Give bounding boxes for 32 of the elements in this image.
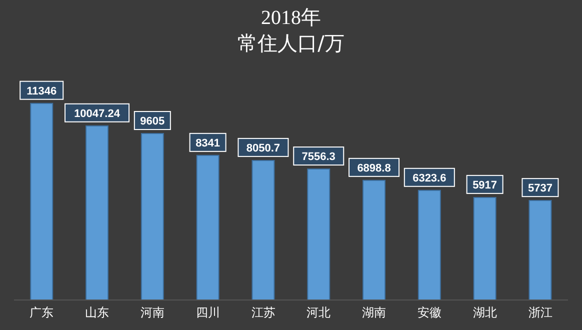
data-label: 7556.3 xyxy=(302,151,336,164)
data-label: 9605 xyxy=(140,116,165,128)
data-label: 8050.7 xyxy=(246,142,280,154)
bar xyxy=(196,154,220,300)
bar xyxy=(528,200,552,300)
data-label: 10047.24 xyxy=(74,108,121,120)
data-label: 6323.6 xyxy=(412,172,446,184)
data-label: 11346 xyxy=(26,85,57,98)
x-tick-label: 江苏 xyxy=(251,306,276,320)
x-tick-label: 河南 xyxy=(140,306,164,320)
x-tick-label: 广东 xyxy=(30,306,54,320)
chart-title: 2018年 xyxy=(260,6,322,31)
x-tick-label: 河北 xyxy=(306,306,331,320)
x-tick-label: 湖北 xyxy=(472,306,497,320)
x-tick-label: 湖南 xyxy=(362,306,386,320)
x-tick-label: 浙江 xyxy=(528,306,552,320)
data-label: 8341 xyxy=(196,137,220,150)
bar xyxy=(30,102,54,300)
bar xyxy=(307,168,330,300)
bar xyxy=(140,133,164,300)
data-label: 5917 xyxy=(472,179,498,192)
x-tick-label: 四川 xyxy=(196,306,220,320)
data-label: 5737 xyxy=(528,182,552,195)
bar xyxy=(86,125,109,300)
data-label: 6898.8 xyxy=(357,162,391,174)
x-tick-label: 山东 xyxy=(85,306,110,320)
chart-subtitle: 常住人口/万 xyxy=(236,30,346,57)
bar xyxy=(418,190,441,300)
bar xyxy=(362,180,386,300)
bar xyxy=(252,160,275,300)
bar xyxy=(473,196,496,300)
x-tick-label: 安徽 xyxy=(418,306,442,320)
